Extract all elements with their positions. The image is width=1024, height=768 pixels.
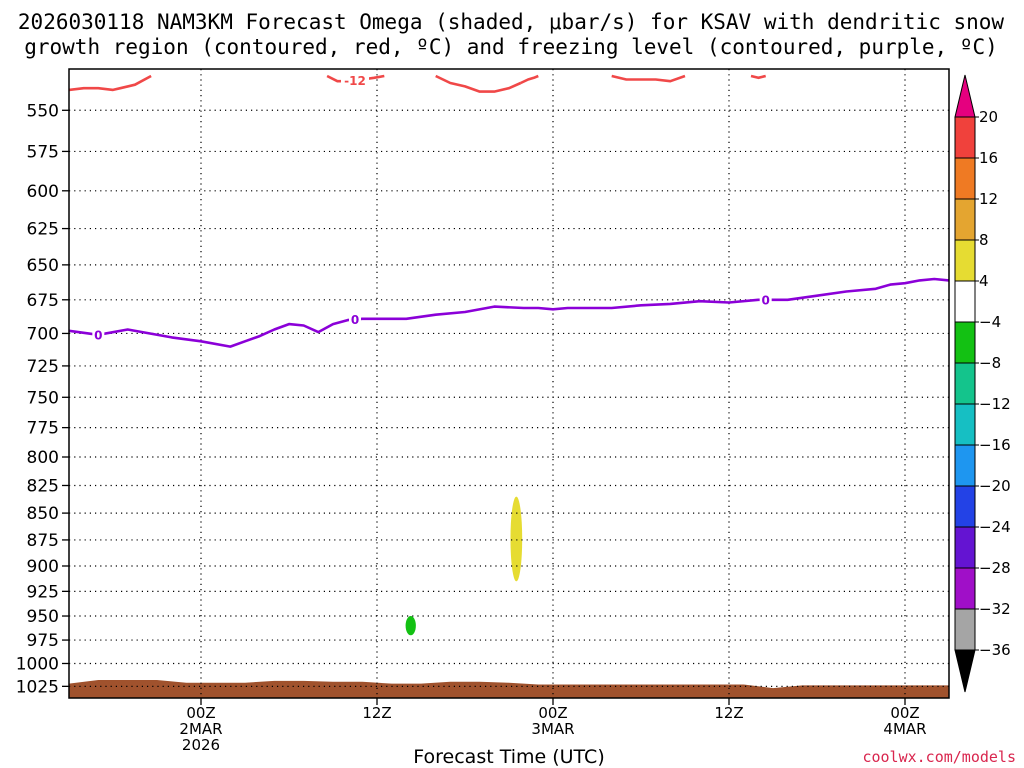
y-tick-label: 900 xyxy=(27,557,59,577)
y-tick-label: 750 xyxy=(27,388,59,408)
y-tick-label: 800 xyxy=(27,448,59,468)
title-line-2: growth region (contoured, red, ºC) and f… xyxy=(24,35,998,59)
contour-label: 0 xyxy=(94,328,102,342)
y-tick-label: 825 xyxy=(27,476,59,496)
contour-line xyxy=(611,74,686,83)
contour-line xyxy=(69,277,949,348)
colorbar-bin xyxy=(954,362,976,405)
x-tick-label: 2026 xyxy=(182,736,220,754)
colorbar-bin xyxy=(954,280,976,323)
credit-text: coolwx.com/models xyxy=(862,748,1016,766)
colorbar-bin xyxy=(954,567,976,610)
contour-line xyxy=(520,74,539,85)
contour-label-bg xyxy=(92,327,105,342)
y-tick-label: 550 xyxy=(27,101,59,121)
y-tick-label: 925 xyxy=(27,582,59,602)
colorbar-bin xyxy=(954,321,976,364)
y-tick-label: 1000 xyxy=(16,654,59,674)
colorbar-bin xyxy=(954,157,976,200)
contour-label: 0 xyxy=(761,293,769,307)
contour-layer: 0 0 0 -12 xyxy=(69,73,949,348)
grid-layer xyxy=(69,69,949,698)
colorbar-label: 12 xyxy=(979,190,998,208)
colorbar-bin xyxy=(954,198,976,241)
contour-label-bg xyxy=(341,73,369,88)
y-tick-label: 725 xyxy=(27,357,59,377)
y-tick-label: 675 xyxy=(27,291,59,311)
title-line-1: 2026030118 NAM3KM Forecast Omega (shaded… xyxy=(18,10,1005,34)
y-tick-label: 575 xyxy=(27,142,59,162)
omega-shaded-feature-1 xyxy=(510,496,523,582)
colorbar-label: −4 xyxy=(979,313,1001,331)
colorbar-label: −12 xyxy=(979,395,1011,413)
contour-label: -12 xyxy=(344,74,366,88)
x-tick-label: 2MAR xyxy=(179,720,222,738)
colorbar-bin xyxy=(954,485,976,528)
colorbar-label: −28 xyxy=(979,559,1011,577)
x-tick-label: 4MAR xyxy=(883,720,926,738)
plot-area: 0 0 0 -12 xyxy=(69,69,949,698)
colorbar-bin xyxy=(954,116,976,159)
contour-label: 0 xyxy=(351,313,359,327)
y-tick-label: 850 xyxy=(27,504,59,524)
y-tick-label: 950 xyxy=(27,607,59,627)
colorbar-bin xyxy=(954,239,976,282)
x-tick-label: 3MAR xyxy=(531,720,574,738)
x-tick-label: 00Z xyxy=(890,704,919,722)
colorbar-label: −16 xyxy=(979,436,1011,454)
y-tick-label: 700 xyxy=(27,324,59,344)
colorbar-label: 16 xyxy=(979,149,998,167)
y-axis: 550 575 600 625 650 675 700 725 750 775 800 825 850 8… xyxy=(16,101,69,697)
y-tick-label: 975 xyxy=(27,631,59,651)
y-tick-label: 1025 xyxy=(16,677,59,697)
colorbar: 20 16 12 8 4 −4 −8 −12 −16 −20 −24 −28 −32 −36 xyxy=(954,74,1011,693)
omega-shading-layer xyxy=(405,496,523,636)
y-tick-label: 625 xyxy=(27,220,59,240)
colorbar-label: 4 xyxy=(979,272,989,290)
y-tick-label: 650 xyxy=(27,256,59,276)
colorbar-label: −8 xyxy=(979,354,1001,372)
contour-label-bg xyxy=(759,292,772,307)
x-tick-label: 00Z xyxy=(538,704,567,722)
colorbar-label: −32 xyxy=(979,600,1011,618)
colorbar-label: 8 xyxy=(979,231,989,249)
y-tick-label: 600 xyxy=(27,182,59,202)
contour-line xyxy=(435,74,522,93)
x-tick-label: 12Z xyxy=(362,704,391,722)
x-axis-label: Forecast Time (UTC) xyxy=(413,746,604,768)
colorbar-top-arrow xyxy=(954,74,976,118)
colorbar-label: −20 xyxy=(979,477,1011,495)
colorbar-bin xyxy=(954,444,976,487)
colorbar-bin xyxy=(954,526,976,569)
contour-line xyxy=(69,74,152,92)
colorbar-label: −36 xyxy=(979,641,1011,659)
omega-shaded-feature-2 xyxy=(405,616,416,636)
contour-line xyxy=(750,74,767,80)
y-tick-label: 775 xyxy=(27,419,59,439)
colorbar-bin xyxy=(954,608,976,651)
plot-frame xyxy=(68,68,950,699)
colorbar-bin xyxy=(954,403,976,446)
colorbar-label: −24 xyxy=(979,518,1011,536)
colorbar-bottom-arrow xyxy=(954,649,976,693)
contour-label-bg xyxy=(349,312,361,327)
x-tick-label: 12Z xyxy=(714,704,743,722)
y-tick-label: 875 xyxy=(27,531,59,551)
x-tick-label: 00Z xyxy=(186,704,215,722)
colorbar-label: 20 xyxy=(979,108,998,126)
